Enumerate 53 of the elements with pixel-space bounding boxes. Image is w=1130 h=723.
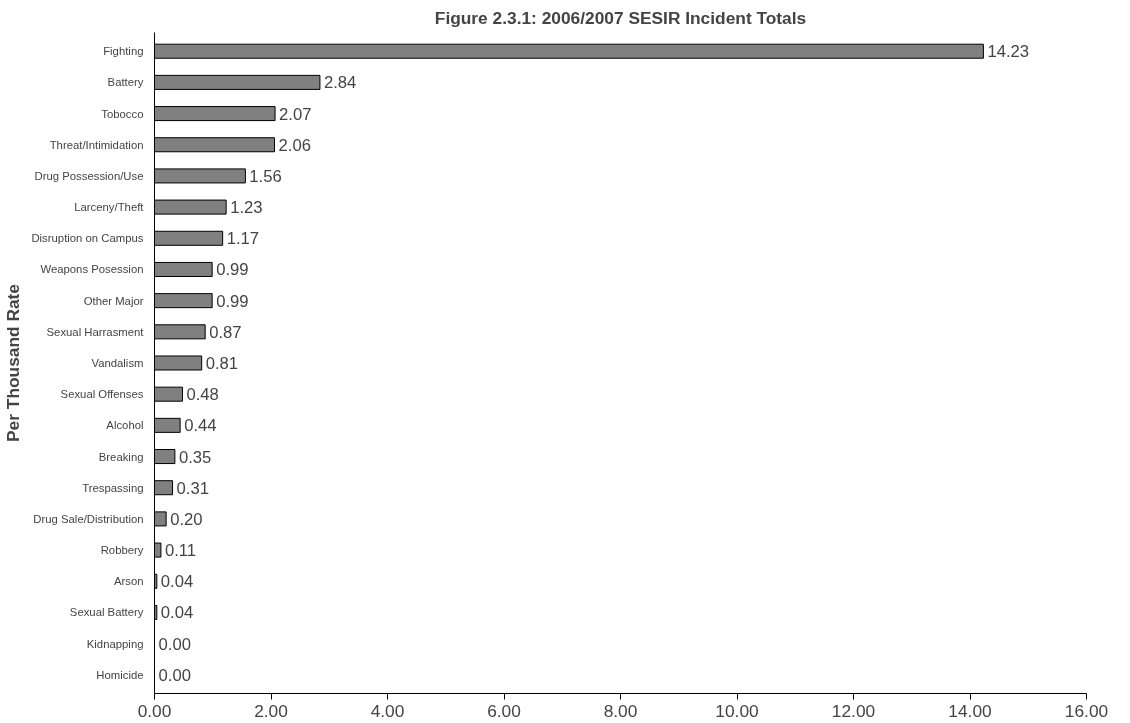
y-tick-label: Arson (113, 575, 144, 588)
x-tick-label: 16.00 (1064, 700, 1109, 721)
x-tick-label: 6.00 (487, 700, 521, 721)
data-label: 0.35 (178, 447, 212, 467)
data-label: 0.99 (216, 260, 249, 280)
data-label: 0.81 (205, 354, 239, 373)
data-label: 0.87 (209, 322, 242, 342)
y-tick-label: Drug Possession/Use (34, 169, 144, 182)
data-label: 0.04 (160, 603, 194, 623)
data-label: 0.31 (176, 478, 209, 498)
y-tick-label: Fighting (103, 45, 144, 58)
y-tick-label: Disruption on Campus (31, 232, 144, 245)
y-axis-title: Per Thousand Rate (3, 283, 24, 442)
x-tick-label: 2.00 (254, 700, 288, 721)
y-tick-label: Battery (107, 76, 144, 89)
data-label: 0.00 (158, 634, 191, 654)
y-tick-label: Weapons Posession (40, 263, 144, 276)
data-label: 0.00 (158, 665, 191, 685)
y-tick-label: Drug Sale/Distribution (33, 512, 144, 525)
data-label: 0.48 (186, 385, 219, 405)
data-label: 0.11 (164, 541, 197, 561)
x-tick-label: 4.00 (370, 700, 405, 721)
data-label: 0.99 (216, 291, 249, 311)
y-tick-label: Other Major (83, 294, 144, 307)
y-tick-label: Kidnapping (86, 637, 144, 650)
y-tick-label: Sexual Offenses (60, 388, 144, 401)
data-label: 0.20 (170, 509, 203, 529)
data-label: 2.06 (278, 135, 311, 155)
y-tick-label: Homicide (96, 668, 144, 681)
data-label: 2.07 (279, 104, 312, 124)
data-label: 0.04 (160, 572, 194, 592)
data-label: 1.56 (249, 166, 282, 186)
y-tick-label: Threat/Intimidation (49, 138, 144, 151)
y-tick-label: Sexual Battery (69, 606, 144, 619)
x-tick-label: 8.00 (603, 700, 638, 721)
data-label: 1.17 (226, 229, 260, 249)
x-tick-label: 12.00 (831, 700, 876, 721)
y-tick-label: Breaking (98, 450, 144, 463)
y-tick-label: Vandalism (91, 357, 144, 369)
data-label: 2.84 (323, 73, 357, 93)
data-label: 1.23 (230, 198, 263, 218)
y-tick-label: Alcohol (106, 419, 144, 432)
y-tick-label: Sexual Harrasment (46, 325, 145, 338)
x-tick-label: 0.00 (137, 700, 172, 721)
y-tick-label: Larceny/Theft (74, 201, 145, 214)
y-tick-label: Tobocco (101, 107, 144, 120)
x-tick-label: 14.00 (948, 700, 992, 721)
x-tick-label: 10.00 (715, 700, 759, 721)
data-label: 0.44 (184, 416, 217, 436)
y-tick-label: Trespassing (82, 481, 144, 494)
chart-title: Figure 2.3.1: 2006/2007 SESIR Incident Totals (434, 7, 807, 28)
data-label: 14.23 (987, 42, 1030, 62)
y-tick-label: Robbery (100, 544, 144, 557)
